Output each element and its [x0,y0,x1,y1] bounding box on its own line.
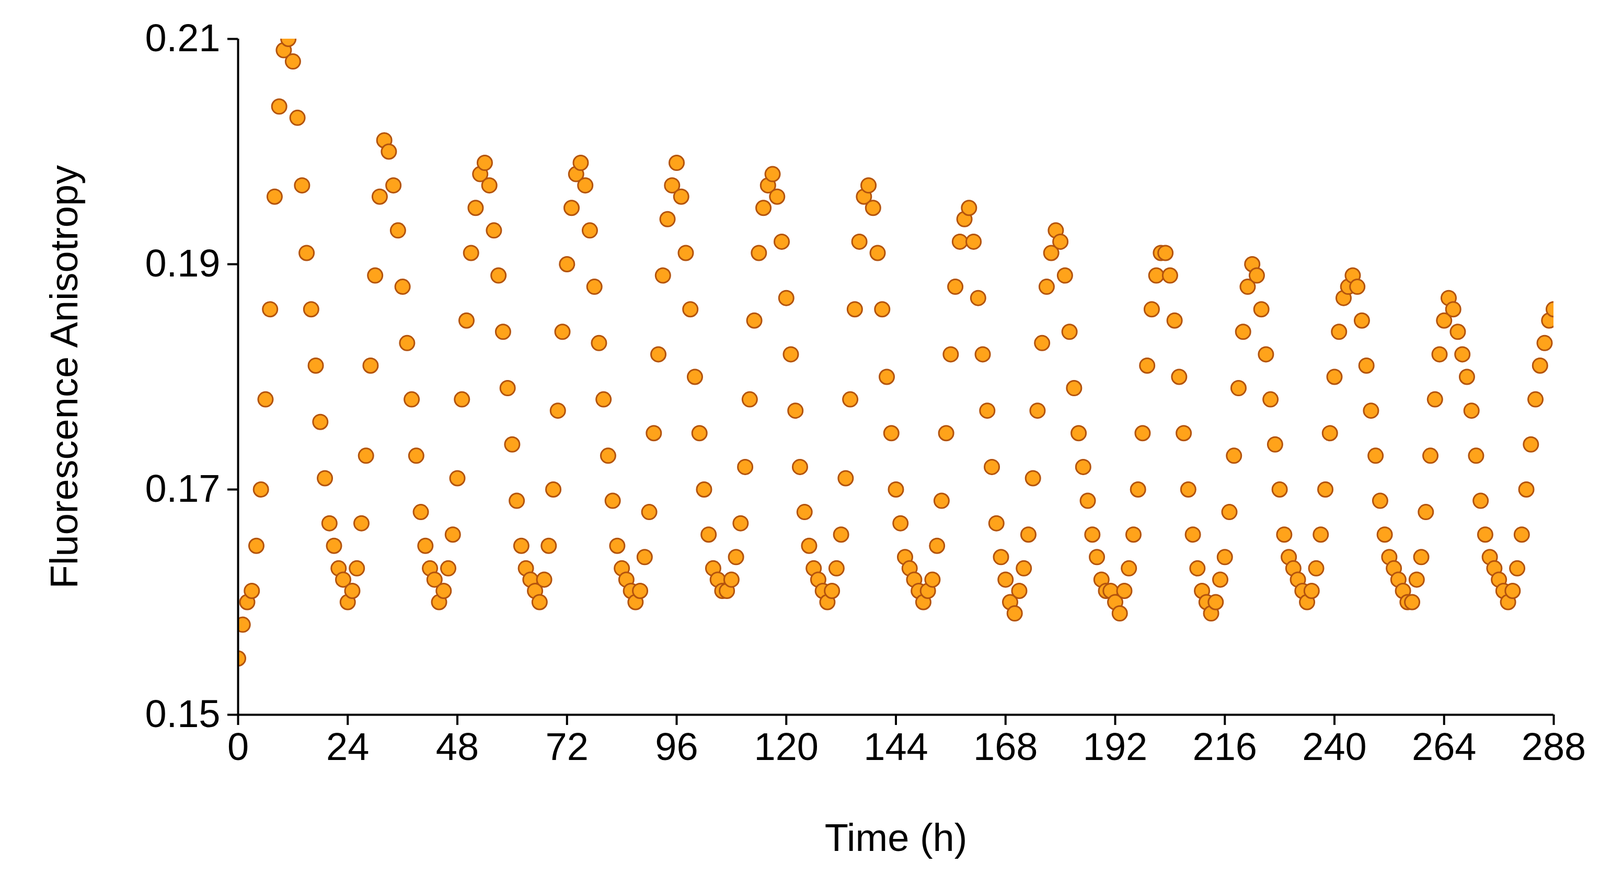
svg-text:96: 96 [654,724,698,769]
svg-text:120: 120 [754,724,819,769]
svg-text:0.17: 0.17 [144,466,221,511]
svg-text:0: 0 [227,724,249,769]
svg-text:144: 144 [863,724,928,769]
svg-text:48: 48 [435,724,479,769]
svg-text:192: 192 [1083,724,1148,769]
svg-text:72: 72 [545,724,589,769]
svg-text:Time (h): Time (h) [824,815,968,860]
svg-text:288: 288 [1521,724,1586,769]
svg-text:24: 24 [326,724,370,769]
svg-text:0.21: 0.21 [144,16,221,60]
svg-text:264: 264 [1411,724,1477,769]
svg-text:Fluorescence Anisotropy: Fluorescence Anisotropy [42,165,86,589]
svg-text:168: 168 [973,724,1038,769]
svg-text:216: 216 [1192,724,1258,769]
svg-text:0.15: 0.15 [144,692,221,736]
svg-text:0.19: 0.19 [144,241,221,285]
svg-text:240: 240 [1302,724,1367,769]
